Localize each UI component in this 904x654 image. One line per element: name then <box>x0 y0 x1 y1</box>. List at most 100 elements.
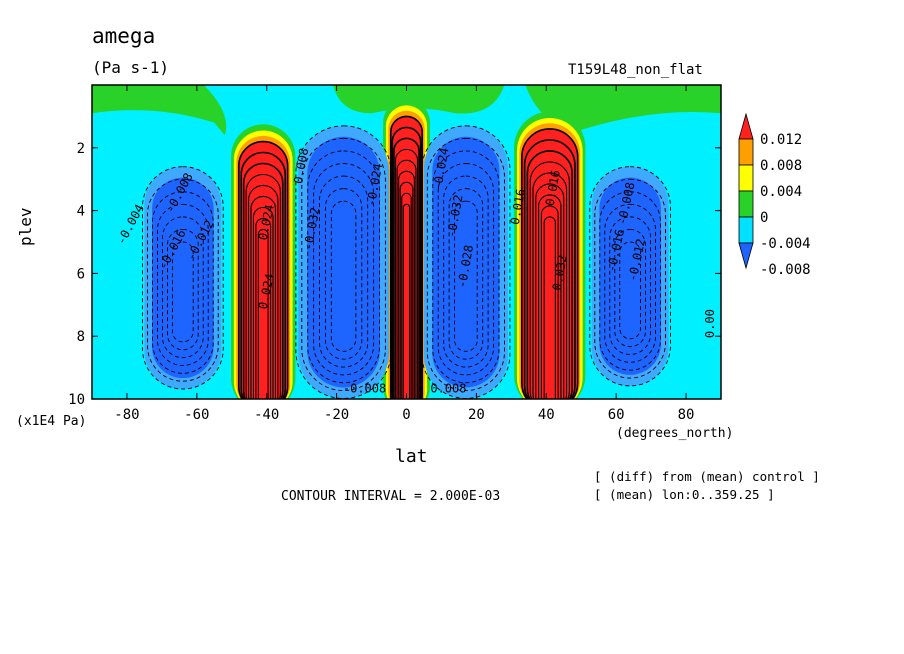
contour-interval: CONTOUR INTERVAL = 2.000E-03 <box>281 489 501 504</box>
feature-1-contour-6 <box>252 206 274 399</box>
feature-0-contour-7 <box>401 192 412 399</box>
feature-6-contour-6 <box>619 241 641 340</box>
feature-0-contour-1 <box>391 126 422 399</box>
x-axis-label: lat <box>395 446 428 467</box>
feature-5-contour-1 <box>147 178 219 382</box>
x-tick-label-0: -80 <box>114 407 139 423</box>
feature-6-contour-3 <box>604 203 656 363</box>
feature-0-contour-5 <box>398 170 415 399</box>
contour-label-9: -0.008 <box>343 382 386 396</box>
x-tick-label-5: 20 <box>468 407 485 423</box>
feature-1-contour-0 <box>237 140 289 399</box>
feature-3-core <box>307 136 380 388</box>
feature-2-contour-4 <box>532 172 568 399</box>
feature-0-contour-4 <box>396 159 417 399</box>
colorbar-label-4: 0.008 <box>760 158 802 174</box>
feature-5-contour-4 <box>162 216 204 359</box>
x-tick-label-1: -60 <box>184 407 209 423</box>
contour-labels: -0.004-0.008-0.016-0.012 0.0240.0240.008-… <box>114 147 717 396</box>
feature-6-contour-2 <box>599 191 661 371</box>
feature-3-contour-1 <box>301 137 386 392</box>
colorbar-swatch-3 <box>738 164 754 192</box>
y-axis-label: plev <box>16 207 35 246</box>
feature-3-contour-6 <box>330 200 357 352</box>
y-tick-label-1: 4 <box>77 204 85 220</box>
feature-4-contour-5 <box>448 188 484 360</box>
colorbar-label-3: 0.004 <box>760 184 802 200</box>
feature-5-contour-2 <box>152 191 214 374</box>
feature-3-contour-3 <box>313 163 375 376</box>
feature-0-contour-2 <box>393 137 420 399</box>
contour-label-6: 0.008 <box>291 147 311 185</box>
contour-label-10: 0.008 <box>430 382 466 396</box>
feature-3-contour-0 <box>295 125 392 399</box>
feature-4-contour-2 <box>432 150 500 384</box>
feature-4-contour-4 <box>443 175 489 368</box>
feature-1-contour-1 <box>240 151 287 399</box>
colorbar-label-1: -0.004 <box>760 236 811 252</box>
feature-1-contour-8 <box>257 228 269 399</box>
feature-3-contour-4 <box>319 175 369 368</box>
y-tick-label-0: 2 <box>77 141 85 157</box>
feature-4-contour-3 <box>437 163 495 376</box>
feature-4-contour-1 <box>426 137 505 392</box>
y-tick-label-3: 8 <box>77 329 85 345</box>
contour-label-20: 0.00 <box>703 309 717 338</box>
feature-5-contour-5 <box>167 228 199 351</box>
contour-lines <box>142 115 671 399</box>
feature-6-contour-5 <box>614 228 646 348</box>
x-tick-label-4: 0 <box>402 407 410 423</box>
zero-region-south-top <box>92 85 227 136</box>
x-tick-label-2: -40 <box>254 407 279 423</box>
feature-6-contour-1 <box>594 178 666 379</box>
feature-1-contour-7 <box>255 217 272 399</box>
feature-3-contour-5 <box>324 188 363 360</box>
colorbar-bottom-arrow <box>738 242 754 270</box>
feature-1-contour-4 <box>248 184 279 399</box>
feature-1-contour-3 <box>245 173 281 399</box>
experiment-name: T159L48_non_flat <box>568 62 703 78</box>
colorbar-label-5: 0.012 <box>760 132 802 148</box>
x-tick-label-8: 80 <box>678 407 695 423</box>
feature-1-contour-2 <box>242 162 284 399</box>
feature-6-contour-4 <box>609 216 651 355</box>
feature-0-contour-6 <box>399 181 414 399</box>
x-tick-label-7: 60 <box>608 407 625 423</box>
colorbar-swatch-2 <box>738 190 754 218</box>
chart-title: amega <box>92 24 156 48</box>
x-tick-label-6: 40 <box>538 407 555 423</box>
colorbar-swatch-1 <box>738 216 754 244</box>
y-axis-units: (x1E4 Pa) <box>16 414 87 429</box>
feature-1-contour-5 <box>250 195 277 399</box>
feature-0-contour-3 <box>394 148 419 399</box>
colorbar-label-0: -0.008 <box>760 262 811 278</box>
feature-2-contour-7 <box>540 205 559 399</box>
axes: -80 -60 -40 -20 0 20 40 60 80 2 4 6 8 10 <box>68 85 721 423</box>
feature-0-contour-8 <box>402 203 411 399</box>
feature-2-contour-6 <box>538 194 562 399</box>
feature-4-contour-6 <box>454 200 478 352</box>
x-axis-units: (degrees_north) <box>616 426 734 441</box>
feature-2-contour-3 <box>529 161 570 399</box>
diff-note: [ (diff) from (mean) control ] <box>594 469 820 484</box>
zero-region-equator-top <box>333 85 505 114</box>
feature-6-contour-0 <box>589 166 671 387</box>
colorbar-top-arrow <box>738 112 754 140</box>
feature-3-contour-2 <box>307 150 380 384</box>
feature-5-contour-3 <box>157 203 209 366</box>
contour-label-14: 0.016 <box>508 188 528 226</box>
feature-5-contour-6 <box>172 241 194 343</box>
colorbar-label-2: 0 <box>760 210 768 226</box>
chart-units: (Pa s-1) <box>92 58 170 77</box>
contour-label-15: 0.016 <box>543 169 563 207</box>
feature-2-contour-5 <box>535 183 565 399</box>
colorbar-swatch-4 <box>738 138 754 166</box>
contour-label-16: 0.032 <box>550 254 570 292</box>
mean-note: [ (mean) lon:0..359.25 ] <box>594 487 775 502</box>
colorbar: -0.008 -0.004 0 0.004 0.008 0.012 <box>738 112 811 278</box>
zero-region-north-top <box>525 85 721 133</box>
feature-2-contour-8 <box>543 216 556 399</box>
feature-5-contour-0 <box>142 166 224 390</box>
feature-0-contour-0 <box>389 115 424 399</box>
